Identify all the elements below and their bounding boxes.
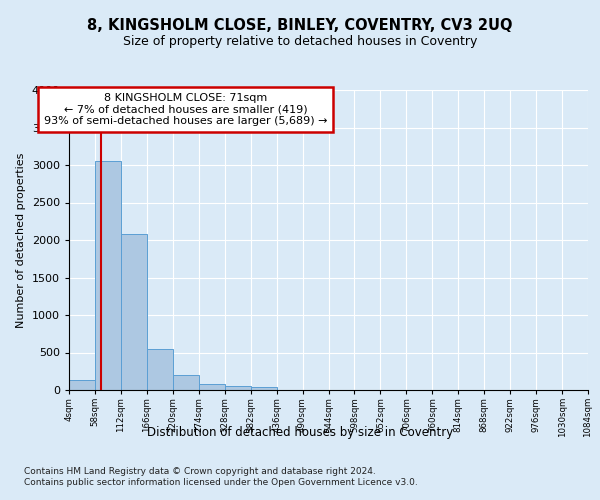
Bar: [251, 387, 277, 390]
Bar: [95, 161, 121, 390]
Bar: [69, 380, 95, 390]
Y-axis label: Number of detached properties: Number of detached properties: [16, 152, 26, 328]
Bar: [173, 376, 199, 390]
Text: Size of property relative to detached houses in Coventry: Size of property relative to detached ho…: [123, 35, 477, 48]
Text: 8, KINGSHOLM CLOSE, BINLEY, COVENTRY, CV3 2UQ: 8, KINGSHOLM CLOSE, BINLEY, COVENTRY, CV…: [87, 18, 513, 32]
Text: Distribution of detached houses by size in Coventry: Distribution of detached houses by size …: [147, 426, 453, 439]
Text: Contains public sector information licensed under the Open Government Licence v3: Contains public sector information licen…: [24, 478, 418, 487]
Text: 8 KINGSHOLM CLOSE: 71sqm
← 7% of detached houses are smaller (419)
93% of semi-d: 8 KINGSHOLM CLOSE: 71sqm ← 7% of detache…: [44, 93, 328, 126]
Text: Contains HM Land Registry data © Crown copyright and database right 2024.: Contains HM Land Registry data © Crown c…: [24, 467, 376, 476]
Bar: [121, 234, 147, 390]
Bar: [199, 384, 224, 390]
Bar: [147, 349, 173, 390]
Bar: [225, 386, 251, 390]
